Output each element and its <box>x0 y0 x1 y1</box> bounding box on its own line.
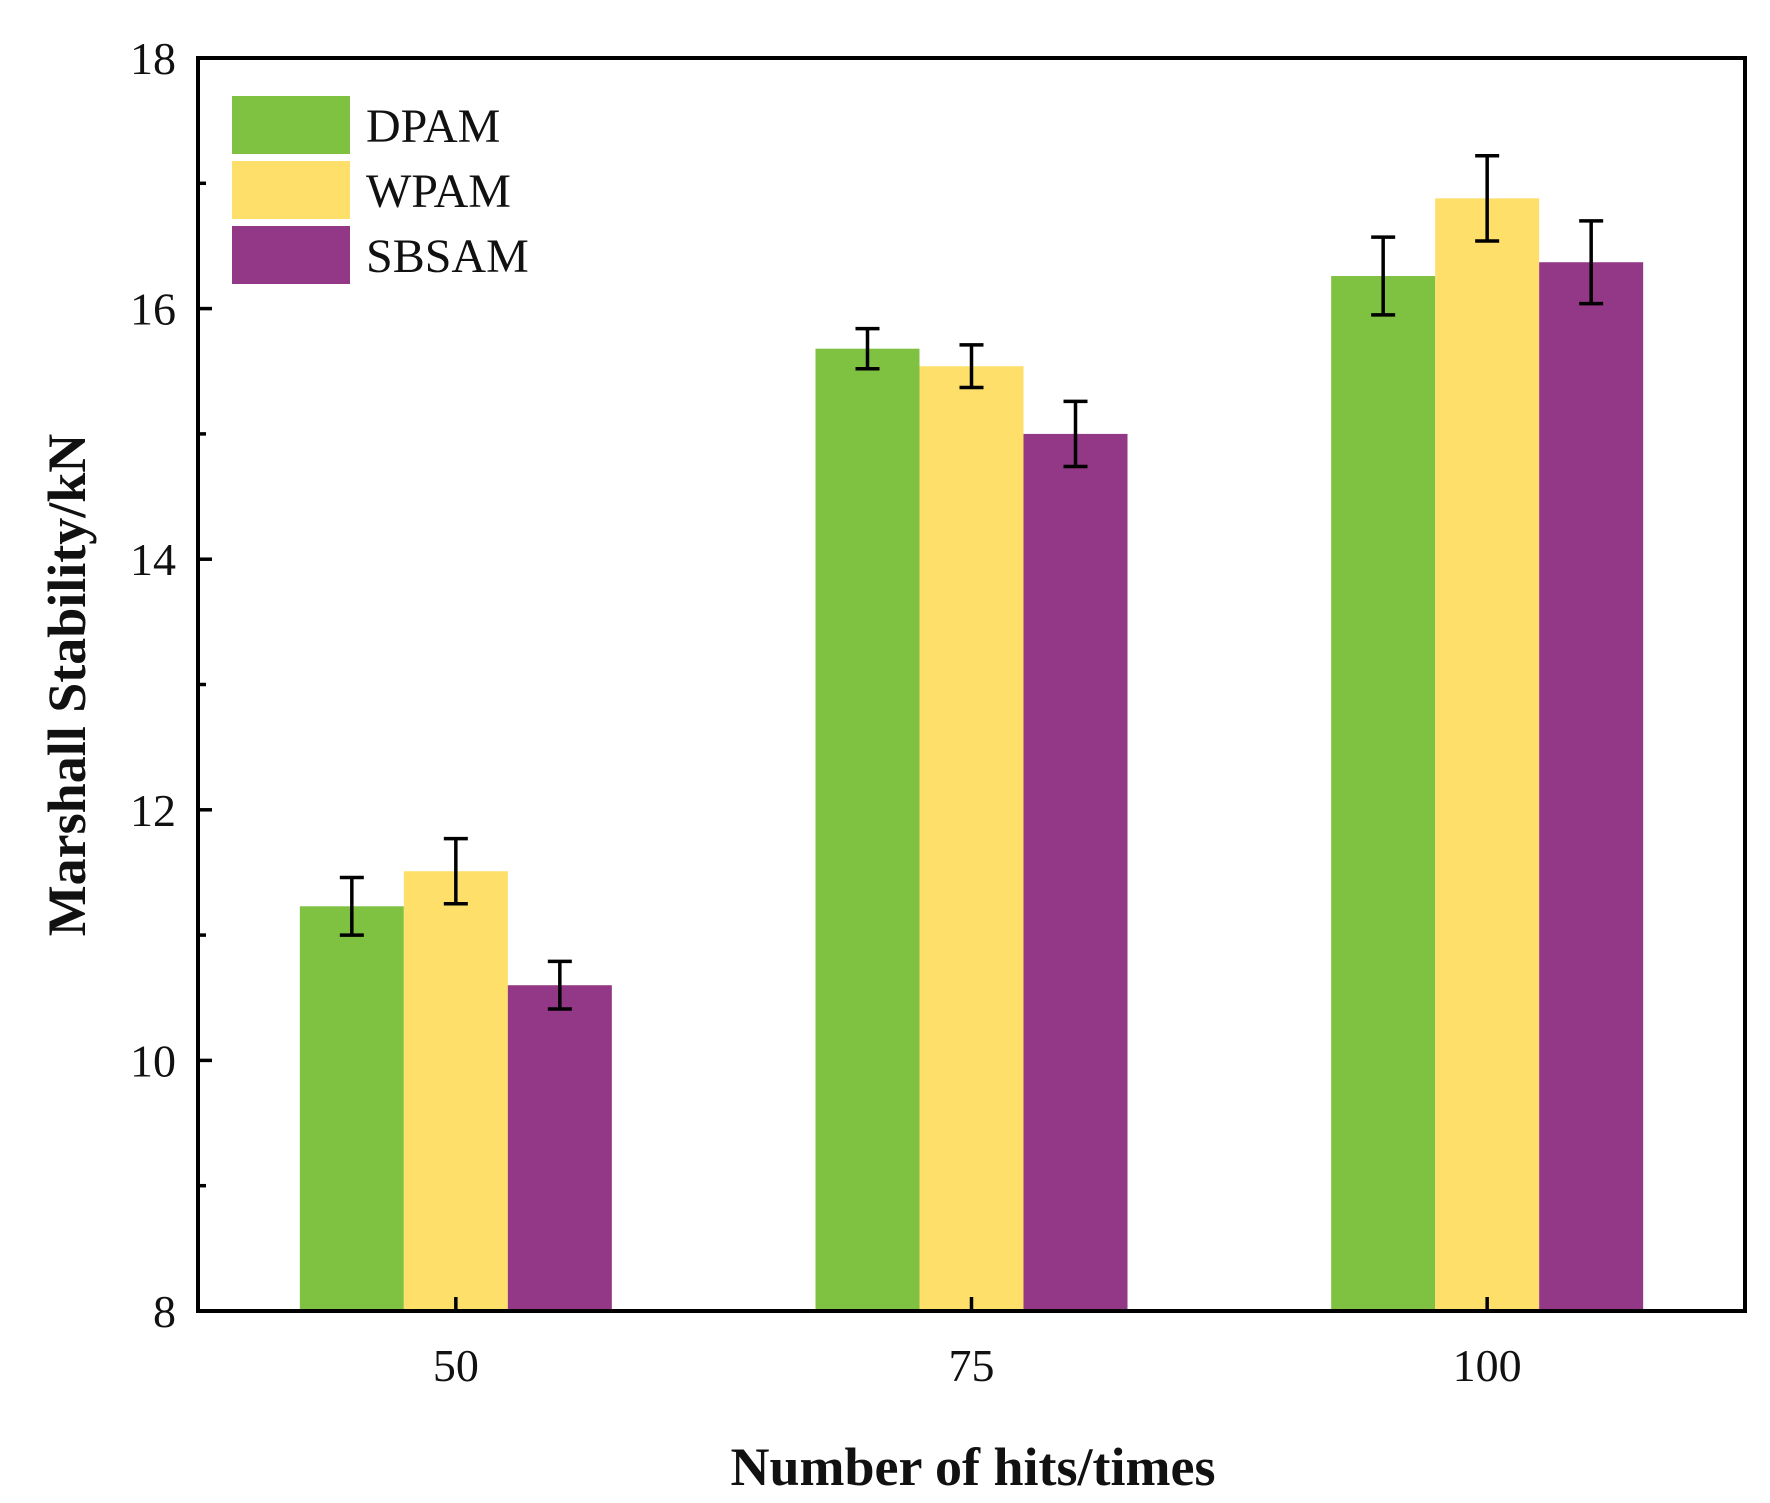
error-bar-dpam-50 <box>339 875 364 937</box>
bar-group <box>299 198 1644 1312</box>
legend-label-sbsam: SBSAM <box>366 230 529 283</box>
error-bar-wpam-50 <box>443 836 468 906</box>
error-bar-dpam-100 <box>1371 235 1396 317</box>
y-tick-label-16: 16 <box>130 284 176 335</box>
legend-label-dpam: DPAM <box>366 100 500 153</box>
y-tick-label-18: 18 <box>130 33 176 84</box>
y-axis: 8 10 12 14 16 18 <box>130 33 212 1337</box>
error-bar-sbsam-100 <box>1579 219 1604 306</box>
bar-wpam-50 <box>403 871 508 1311</box>
x-tick-label-50: 50 <box>433 1340 479 1391</box>
y-tick-label-12: 12 <box>130 785 176 836</box>
bar-dpam-75 <box>815 348 920 1311</box>
bar-sbsam-75 <box>1023 433 1128 1311</box>
legend-swatch-dpam <box>232 96 350 154</box>
bar-wpam-100 <box>1435 198 1540 1312</box>
x-tick-label-100: 100 <box>1453 1340 1522 1391</box>
bar-dpam-50 <box>299 906 404 1311</box>
bar-wpam-75 <box>919 366 1024 1311</box>
error-bar-sbsam-50 <box>547 959 572 1011</box>
error-bar-wpam-75 <box>959 343 984 390</box>
error-bar-group <box>339 153 1604 1011</box>
x-tick-label-75: 75 <box>949 1340 995 1391</box>
error-bar-wpam-100 <box>1475 153 1500 243</box>
x-axis-title: Number of hits/times <box>731 1437 1216 1497</box>
y-tick-label-14: 14 <box>130 534 176 585</box>
legend-label-wpam: WPAM <box>366 165 511 218</box>
y-tick-label-10: 10 <box>130 1035 176 1086</box>
y-axis-title: Marshall Stability/kN <box>37 434 97 937</box>
legend-item-dpam: DPAM <box>232 96 500 154</box>
bar-sbsam-50 <box>507 985 612 1311</box>
legend-item-wpam: WPAM <box>232 161 511 219</box>
legend: DPAM WPAM SBSAM <box>232 96 529 284</box>
error-bar-sbsam-75 <box>1063 399 1088 469</box>
x-axis: 50 75 100 <box>433 1297 1522 1391</box>
legend-item-sbsam: SBSAM <box>232 226 529 284</box>
y-tick-label-8: 8 <box>153 1286 176 1337</box>
legend-swatch-sbsam <box>232 226 350 284</box>
legend-swatch-wpam <box>232 161 350 219</box>
bar-sbsam-100 <box>1539 262 1644 1311</box>
bar-dpam-100 <box>1331 276 1436 1312</box>
error-bar-dpam-75 <box>855 326 880 371</box>
